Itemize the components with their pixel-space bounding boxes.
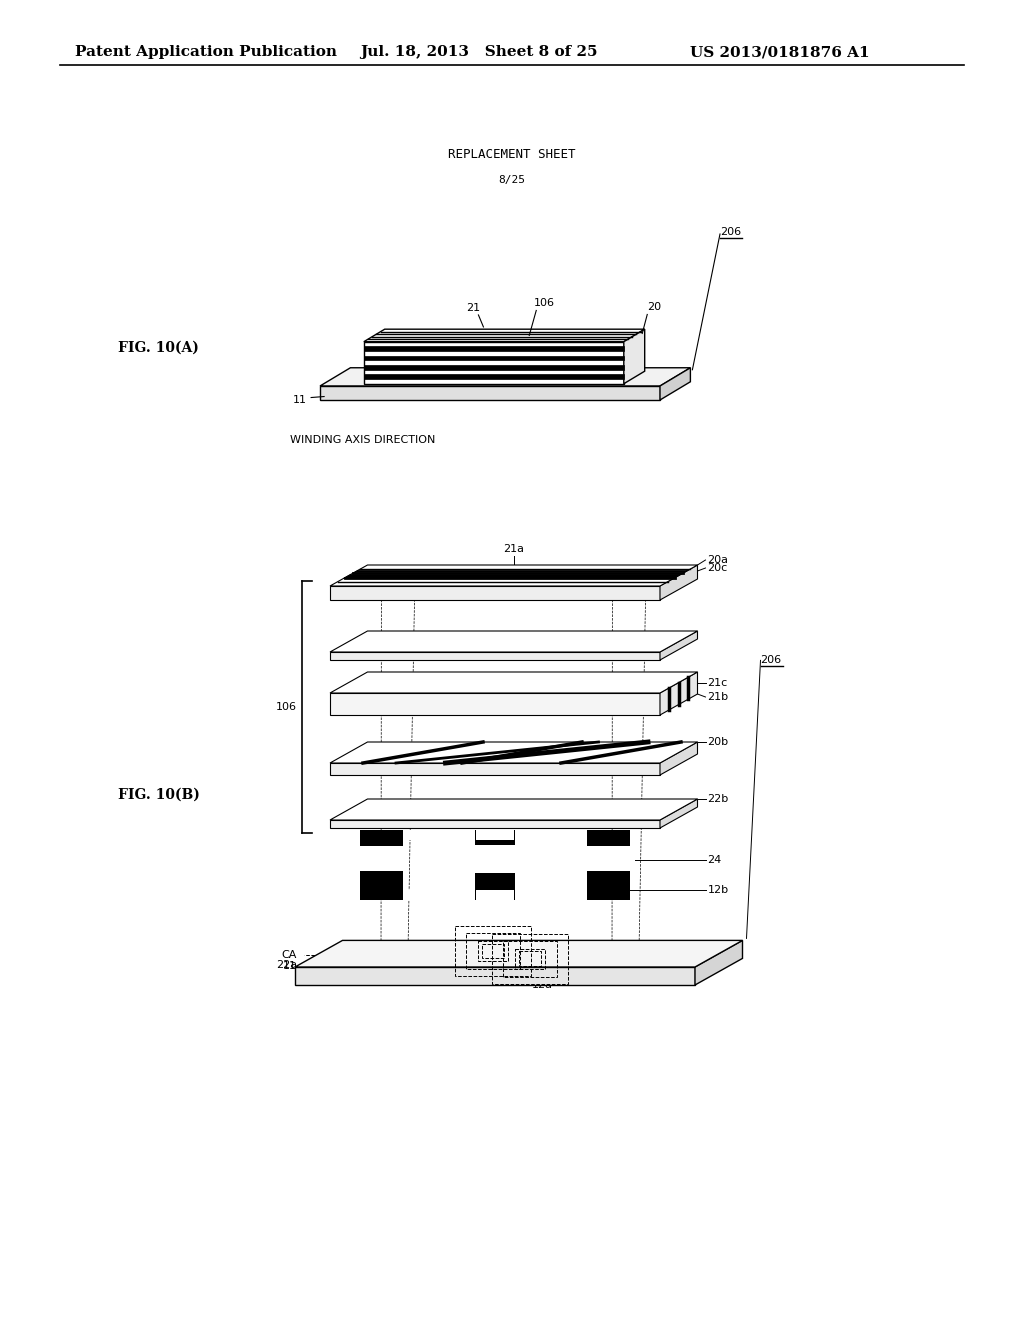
Text: CA: CA <box>282 950 297 961</box>
Text: FIG. 10(B): FIG. 10(B) <box>118 788 200 803</box>
Text: 20c: 20c <box>708 564 728 573</box>
Polygon shape <box>660 565 697 601</box>
Polygon shape <box>360 830 630 840</box>
Polygon shape <box>330 763 660 775</box>
Text: 22a: 22a <box>275 960 297 969</box>
Polygon shape <box>476 845 515 873</box>
Text: 106: 106 <box>535 298 555 309</box>
Polygon shape <box>343 574 681 578</box>
Text: 11: 11 <box>293 395 307 404</box>
Text: 12a: 12a <box>532 981 553 990</box>
Polygon shape <box>660 368 690 400</box>
Polygon shape <box>360 890 630 900</box>
Text: US 2013/0181876 A1: US 2013/0181876 A1 <box>690 45 869 59</box>
Polygon shape <box>624 329 645 384</box>
Polygon shape <box>364 342 624 384</box>
Text: Patent Application Publication: Patent Application Publication <box>75 45 337 59</box>
Polygon shape <box>330 742 697 763</box>
Polygon shape <box>364 355 624 360</box>
Polygon shape <box>660 742 697 775</box>
Text: 22b: 22b <box>708 795 729 804</box>
Polygon shape <box>364 329 645 342</box>
Polygon shape <box>403 890 475 900</box>
Polygon shape <box>587 846 630 871</box>
Polygon shape <box>587 830 630 900</box>
Text: 21a: 21a <box>503 544 524 553</box>
Text: 20: 20 <box>647 302 662 313</box>
Polygon shape <box>364 366 624 370</box>
Text: REPLACEMENT SHEET: REPLACEMENT SHEET <box>449 149 575 161</box>
Text: FIG. 10(A): FIG. 10(A) <box>118 341 199 355</box>
Text: 21c: 21c <box>708 677 728 688</box>
Text: 206: 206 <box>720 227 741 238</box>
Polygon shape <box>295 968 695 985</box>
Polygon shape <box>403 830 475 840</box>
Polygon shape <box>354 570 688 573</box>
Polygon shape <box>475 845 514 873</box>
Polygon shape <box>695 940 742 985</box>
Polygon shape <box>360 846 403 871</box>
Polygon shape <box>660 631 697 660</box>
Polygon shape <box>515 830 587 840</box>
Polygon shape <box>330 652 660 660</box>
Polygon shape <box>319 368 690 385</box>
Polygon shape <box>476 890 514 900</box>
Text: 206: 206 <box>761 656 781 665</box>
Polygon shape <box>330 586 660 601</box>
Polygon shape <box>364 375 624 379</box>
Text: 21b: 21b <box>708 692 729 702</box>
Polygon shape <box>476 830 514 840</box>
Polygon shape <box>330 820 660 828</box>
Polygon shape <box>330 565 697 586</box>
Polygon shape <box>360 830 403 900</box>
Polygon shape <box>319 385 660 400</box>
Polygon shape <box>660 799 697 828</box>
Text: 20b: 20b <box>708 737 729 747</box>
Polygon shape <box>475 830 514 900</box>
Polygon shape <box>330 672 697 693</box>
Text: 11: 11 <box>283 961 297 972</box>
Polygon shape <box>364 346 624 351</box>
Text: 24: 24 <box>708 855 722 865</box>
Polygon shape <box>476 830 515 900</box>
Polygon shape <box>660 672 697 715</box>
Polygon shape <box>295 940 742 968</box>
Polygon shape <box>330 693 660 715</box>
Text: 20a: 20a <box>708 554 728 565</box>
Text: 8/25: 8/25 <box>499 176 525 185</box>
Text: 12b: 12b <box>708 884 729 895</box>
Polygon shape <box>330 631 697 652</box>
Text: 106: 106 <box>276 702 297 711</box>
Polygon shape <box>330 799 697 820</box>
Text: 21: 21 <box>466 304 480 313</box>
Text: WINDING AXIS DIRECTION: WINDING AXIS DIRECTION <box>290 436 435 445</box>
Polygon shape <box>515 890 587 900</box>
Text: Jul. 18, 2013   Sheet 8 of 25: Jul. 18, 2013 Sheet 8 of 25 <box>360 45 597 59</box>
